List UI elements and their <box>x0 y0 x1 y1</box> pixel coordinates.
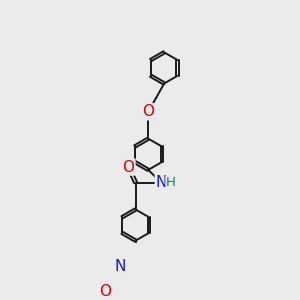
Text: O: O <box>100 284 112 299</box>
Text: N: N <box>155 175 167 190</box>
Text: O: O <box>142 104 154 119</box>
Text: H: H <box>166 176 176 189</box>
Text: O: O <box>122 160 134 175</box>
Text: N: N <box>115 259 126 274</box>
